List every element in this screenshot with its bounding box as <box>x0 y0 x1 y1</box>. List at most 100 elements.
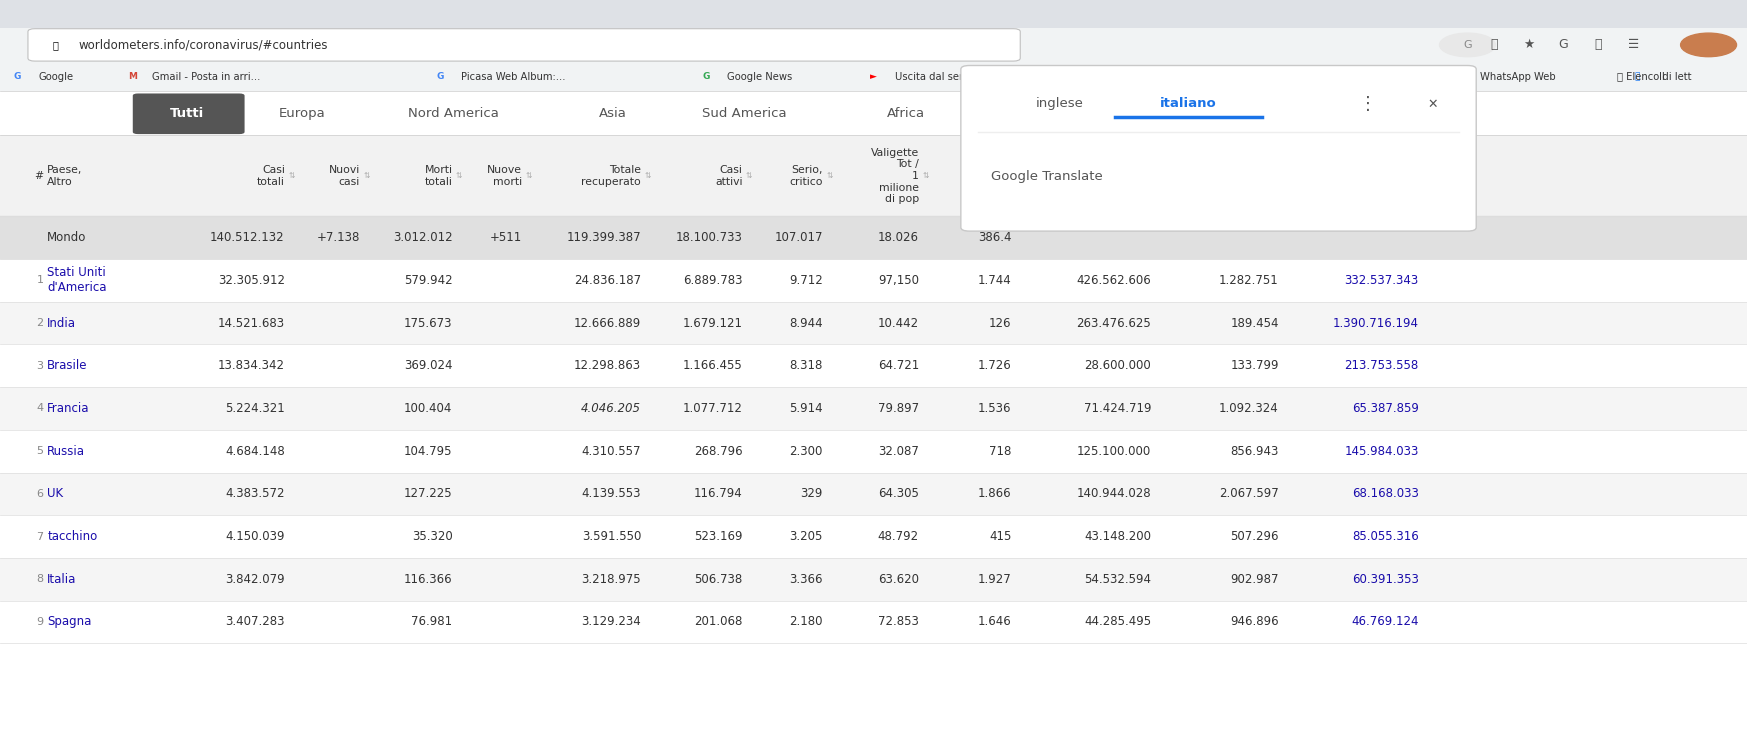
Text: Valigette
Tot /
1
milione
di pop: Valigette Tot / 1 milione di pop <box>870 148 919 204</box>
Text: 386.4: 386.4 <box>978 231 1012 244</box>
Text: 🔍: 🔍 <box>1490 38 1497 52</box>
Bar <box>0 135 1747 216</box>
Text: 189.454: 189.454 <box>1230 316 1279 330</box>
Bar <box>0 430 1747 473</box>
Text: Francia: Francia <box>47 402 89 415</box>
Text: 1.927: 1.927 <box>978 573 1012 586</box>
Text: 263.476.625: 263.476.625 <box>1076 316 1151 330</box>
Text: 127.225: 127.225 <box>404 487 452 500</box>
Text: G: G <box>437 72 444 81</box>
Text: 856.943: 856.943 <box>1230 445 1279 458</box>
Text: 1.726: 1.726 <box>978 359 1012 372</box>
Text: 5: 5 <box>37 446 44 456</box>
Text: 48.792: 48.792 <box>877 530 919 543</box>
Bar <box>0 515 1747 558</box>
Text: UK: UK <box>47 487 63 500</box>
Text: 79.897: 79.897 <box>877 402 919 415</box>
Text: 415: 415 <box>989 530 1012 543</box>
Text: 28.600.000: 28.600.000 <box>1085 359 1151 372</box>
Text: 1.679.121: 1.679.121 <box>683 316 742 330</box>
Text: 3.205: 3.205 <box>790 530 823 543</box>
Text: 5.914: 5.914 <box>790 402 823 415</box>
Text: Casi
attivi: Casi attivi <box>715 165 742 187</box>
Text: Test /
1 milione di pop: Test / 1 milione di pop <box>1191 165 1279 187</box>
Text: Totale
recuperato: Totale recuperato <box>582 165 641 187</box>
Text: ⇅: ⇅ <box>746 171 753 180</box>
Text: M: M <box>128 72 136 81</box>
Text: 35.320: 35.320 <box>412 530 452 543</box>
Text: ☰: ☰ <box>1628 38 1639 52</box>
Text: 🔒: 🔒 <box>52 40 58 50</box>
Text: 579.942: 579.942 <box>404 274 452 287</box>
Text: 7: 7 <box>37 531 44 542</box>
Text: Test
totali: Test totali <box>1123 165 1151 187</box>
Text: Nord America: Nord America <box>407 107 498 120</box>
Text: 332.537.343: 332.537.343 <box>1343 274 1419 287</box>
Text: 268.796: 268.796 <box>694 445 742 458</box>
Bar <box>0 344 1747 387</box>
Text: Morti
totali: Morti totali <box>425 165 452 187</box>
Text: 64.305: 64.305 <box>879 487 919 500</box>
Text: 9: 9 <box>37 617 44 627</box>
Text: ⇅: ⇅ <box>1282 171 1289 180</box>
Text: 946.896: 946.896 <box>1230 615 1279 629</box>
Text: Stati Uniti
d'America: Stati Uniti d'America <box>47 266 107 294</box>
Text: 175.673: 175.673 <box>404 316 452 330</box>
Circle shape <box>1681 33 1737 57</box>
Bar <box>0 28 1747 62</box>
Text: ⇅: ⇅ <box>363 171 370 180</box>
Text: 18.100.733: 18.100.733 <box>676 231 742 244</box>
Text: 133.799: 133.799 <box>1230 359 1279 372</box>
Bar <box>0 387 1747 430</box>
Text: 97,150: 97,150 <box>879 274 919 287</box>
Text: ⇅: ⇅ <box>456 171 463 180</box>
Text: ►: ► <box>1179 72 1186 81</box>
Text: Morti /
1
milione
di
persone: Morti / 1 milione di persone <box>968 148 1012 204</box>
Bar <box>0 302 1747 344</box>
Text: 125.100.000: 125.100.000 <box>1076 445 1151 458</box>
Text: inglese: inglese <box>1036 97 1083 110</box>
Text: 3.842.079: 3.842.079 <box>225 573 285 586</box>
Text: ⋮: ⋮ <box>1359 95 1377 113</box>
Text: ⇅: ⇅ <box>288 171 295 180</box>
Text: 116.794: 116.794 <box>694 487 742 500</box>
Text: India: India <box>47 316 77 330</box>
Text: 📋 Elenco di lett: 📋 Elenco di lett <box>1616 71 1691 82</box>
Text: ⇅: ⇅ <box>526 171 533 180</box>
Text: 46.769.124: 46.769.124 <box>1350 615 1419 629</box>
Text: 6.889.783: 6.889.783 <box>683 274 742 287</box>
Text: Africa: Africa <box>886 107 924 120</box>
Text: Uscita dal servizio d...: Uscita dal servizio d... <box>894 71 1005 82</box>
Text: 24.836.187: 24.836.187 <box>575 274 641 287</box>
FancyBboxPatch shape <box>133 93 245 134</box>
Text: 8.944: 8.944 <box>790 316 823 330</box>
Text: 369.024: 369.024 <box>404 359 452 372</box>
Text: 1.092.324: 1.092.324 <box>1219 402 1279 415</box>
Text: 5.224.321: 5.224.321 <box>225 402 285 415</box>
Text: ⇅: ⇅ <box>826 171 833 180</box>
Text: +511: +511 <box>491 231 522 244</box>
Text: 1.390.716.194: 1.390.716.194 <box>1333 316 1419 330</box>
Text: 4.046.205: 4.046.205 <box>582 402 641 415</box>
Text: 72.853: 72.853 <box>879 615 919 629</box>
Text: 1.646: 1.646 <box>978 615 1012 629</box>
Text: 13.834.342: 13.834.342 <box>218 359 285 372</box>
Text: 1.866: 1.866 <box>978 487 1012 500</box>
Text: ⇅: ⇅ <box>922 171 929 180</box>
Text: ⇅: ⇅ <box>1015 171 1022 180</box>
Text: Google: Google <box>38 71 73 82</box>
Text: ✕: ✕ <box>1427 97 1438 110</box>
Text: Nuove
morti: Nuove morti <box>487 165 522 187</box>
Text: +7.138: +7.138 <box>316 231 360 244</box>
Circle shape <box>1440 33 1495 57</box>
Text: 12.298.863: 12.298.863 <box>575 359 641 372</box>
Text: 📱: 📱 <box>1455 72 1460 81</box>
Bar <box>0 473 1747 515</box>
Text: Popolazione: Popolazione <box>1354 171 1419 181</box>
Text: 2.067.597: 2.067.597 <box>1219 487 1279 500</box>
Text: 145.984.033: 145.984.033 <box>1343 445 1419 458</box>
Text: 329: 329 <box>800 487 823 500</box>
Text: G: G <box>1558 38 1569 52</box>
Text: Casi
totali: Casi totali <box>257 165 285 187</box>
Text: 10.442: 10.442 <box>877 316 919 330</box>
